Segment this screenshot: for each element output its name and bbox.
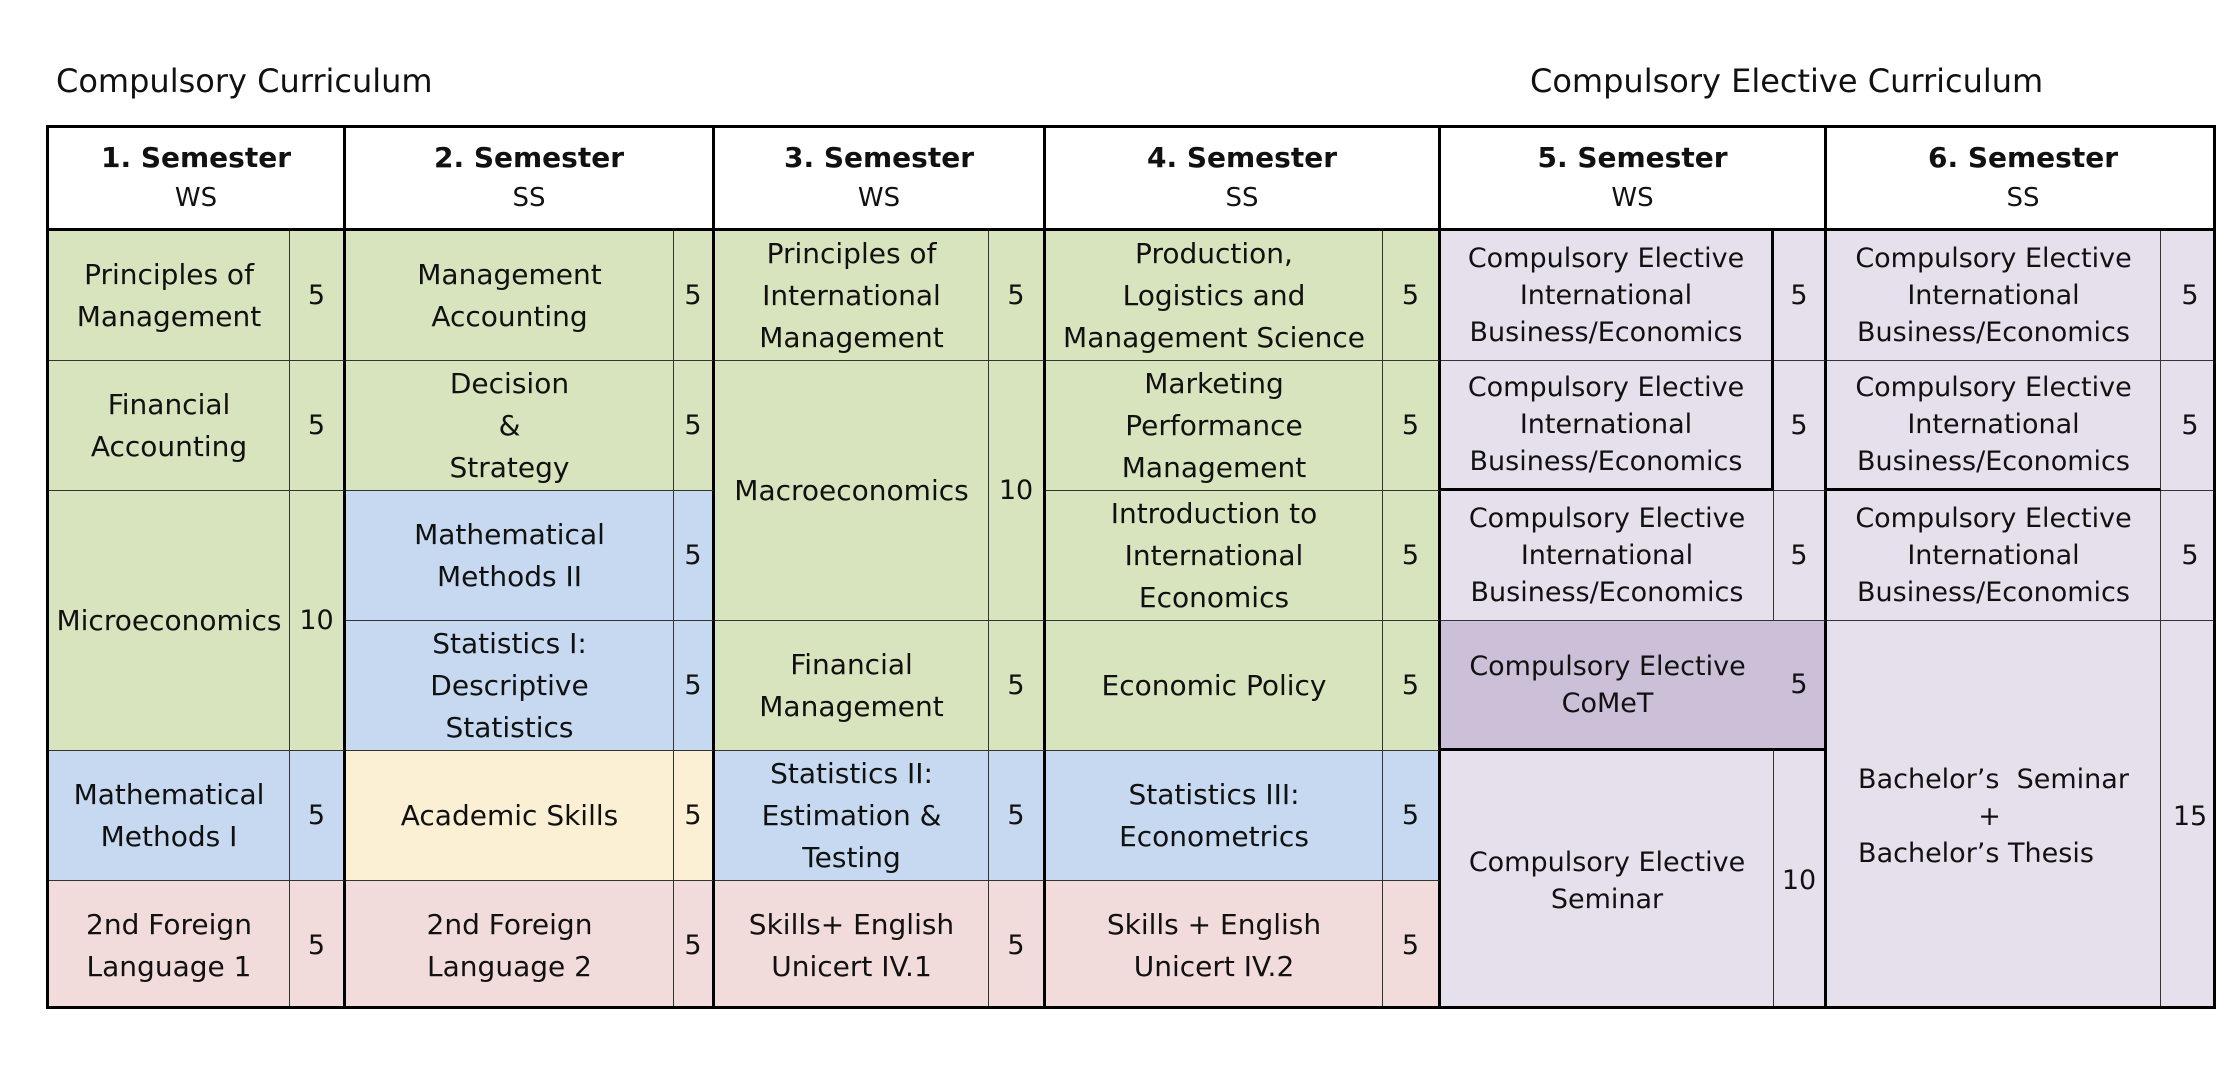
- module-compulsory-elective-comet: Compulsory Elective CoMeT: [1441, 621, 1774, 751]
- semester-title: 1. Semester: [100, 141, 292, 174]
- module-credits: 5: [674, 361, 715, 491]
- module-credits: 10: [1774, 751, 1827, 1006]
- semester-title: 3. Semester: [783, 141, 975, 174]
- module-credits: 10: [989, 361, 1046, 621]
- module-decision-and-strategy: Decision & Strategy: [346, 361, 674, 491]
- module-statistics-1: Statistics I: Descriptive Statistics: [346, 621, 674, 751]
- module-credits: 5: [989, 231, 1046, 361]
- module-mathematical-methods-1: Mathematical Methods I: [49, 751, 290, 881]
- module-microeconomics: Microeconomics: [49, 491, 290, 751]
- module-skills-english-unicert-4-1: Skills+ English Unicert IV.1: [715, 881, 989, 1006]
- module-credits: 5: [290, 881, 346, 1006]
- module-bachelors-seminar-and-thesis: Bachelor’s Seminar + Bachelor’s Thesis: [1827, 621, 2161, 1006]
- module-credits: 5: [1383, 881, 1441, 1006]
- semester-title: 2. Semester: [433, 141, 625, 174]
- module-credits: 15: [2161, 621, 2213, 1006]
- module-credits: 5: [290, 231, 346, 361]
- module-compulsory-elective-international: Compulsory Elective International Busine…: [1441, 491, 1774, 621]
- semester-4-header: 4. Semester SS: [1046, 128, 1441, 231]
- module-introduction-to-international-economics: Introduction to International Economics: [1046, 491, 1383, 621]
- module-2nd-foreign-language-1: 2nd Foreign Language 1: [49, 881, 290, 1006]
- module-credits: 5: [989, 881, 1046, 1006]
- module-academic-skills: Academic Skills: [346, 751, 674, 881]
- compulsory-elective-curriculum-heading: Compulsory Elective Curriculum: [1530, 62, 2044, 100]
- module-credits: 5: [1383, 361, 1441, 491]
- module-statistics-2: Statistics II: Estimation & Testing: [715, 751, 989, 881]
- semester-2-header: 2. Semester SS: [346, 128, 715, 231]
- semester-term: WS: [857, 183, 901, 213]
- module-statistics-3: Statistics III: Econometrics: [1046, 751, 1383, 881]
- module-macroeconomics: Macroeconomics: [715, 361, 989, 621]
- module-management-accounting: Management Accounting: [346, 231, 674, 361]
- module-principles-of-international-management: Principles of International Management: [715, 231, 989, 361]
- module-compulsory-elective-international: Compulsory Elective International Busine…: [1827, 231, 2161, 361]
- semester-6-header: 6. Semester SS: [1827, 128, 2213, 231]
- module-credits: 5: [1774, 361, 1827, 491]
- semester-title: 4. Semester: [1146, 141, 1338, 174]
- module-credits: 5: [2161, 231, 2213, 361]
- module-compulsory-elective-seminar: Compulsory Elective Seminar: [1441, 751, 1774, 1006]
- semester-3-header: 3. Semester WS: [715, 128, 1046, 231]
- curriculum-table: 1. Semester WS 2. Semester SS 3. Semeste…: [46, 125, 2216, 1009]
- module-credits: 5: [1383, 491, 1441, 621]
- module-credits: 5: [674, 491, 715, 621]
- semester-term: SS: [2006, 183, 2040, 213]
- module-credits: 5: [1774, 621, 1827, 751]
- module-credits: 5: [674, 881, 715, 1006]
- module-principles-of-management: Principles of Management: [49, 231, 290, 361]
- module-credits: 5: [2161, 361, 2213, 491]
- module-compulsory-elective-international: Compulsory Elective International Busine…: [1441, 231, 1774, 361]
- semester-5-header: 5. Semester WS: [1441, 128, 1827, 231]
- module-compulsory-elective-international: Compulsory Elective International Busine…: [1441, 361, 1774, 491]
- module-production-logistics: Production, Logistics and Management Sci…: [1046, 231, 1383, 361]
- module-economic-policy: Economic Policy: [1046, 621, 1383, 751]
- module-credits: 5: [1383, 621, 1441, 751]
- module-credits: 5: [290, 361, 346, 491]
- module-financial-management: Financial Management: [715, 621, 989, 751]
- module-credits: 5: [1774, 231, 1827, 361]
- module-credits: 5: [989, 751, 1046, 881]
- module-credits: 5: [2161, 491, 2213, 621]
- semester-title: 6. Semester: [1927, 141, 2119, 174]
- semester-title: 5. Semester: [1537, 141, 1728, 174]
- module-credits: 5: [989, 621, 1046, 751]
- semester-1-header: 1. Semester WS: [49, 128, 346, 231]
- module-credits: 5: [1774, 491, 1827, 621]
- module-credits: 5: [674, 751, 715, 881]
- module-credits: 5: [290, 751, 346, 881]
- module-compulsory-elective-international: Compulsory Elective International Busine…: [1827, 491, 2161, 621]
- semester-term: WS: [1611, 183, 1654, 213]
- module-2nd-foreign-language-2: 2nd Foreign Language 2: [346, 881, 674, 1006]
- semester-term: WS: [174, 183, 218, 213]
- module-financial-accounting: Financial Accounting: [49, 361, 290, 491]
- module-mathematical-methods-2: Mathematical Methods II: [346, 491, 674, 621]
- module-compulsory-elective-international: Compulsory Elective International Busine…: [1827, 361, 2161, 491]
- semester-term: SS: [1225, 183, 1259, 213]
- module-skills-english-unicert-4-2: Skills + English Unicert IV.2: [1046, 881, 1383, 1006]
- semester-term: SS: [512, 183, 546, 213]
- compulsory-curriculum-heading: Compulsory Curriculum: [56, 62, 433, 100]
- module-marketing-performance-management: Marketing Performance Management: [1046, 361, 1383, 491]
- module-credits: 5: [1383, 231, 1441, 361]
- module-credits: 10: [290, 491, 346, 751]
- module-credits: 5: [1383, 751, 1441, 881]
- module-credits: 5: [674, 231, 715, 361]
- module-credits: 5: [674, 621, 715, 751]
